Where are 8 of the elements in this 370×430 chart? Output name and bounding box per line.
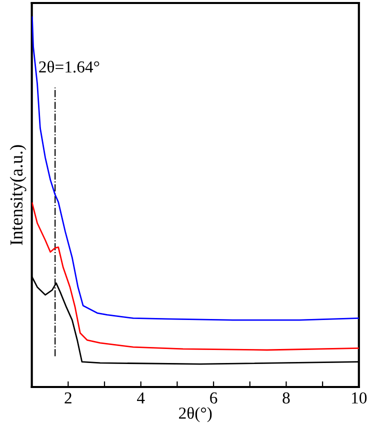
x-axis-title: 2θ(°) (179, 406, 212, 422)
x-tick-label: 6 (210, 392, 218, 404)
x-tick-label: 2 (64, 392, 72, 404)
x-tick-label: 10 (352, 392, 367, 404)
ref-line-label: 2θ=1.64° (39, 60, 100, 73)
y-axis-title: Intensity(a.u.) (10, 145, 26, 245)
x-tick-label: 4 (137, 392, 145, 404)
x-tick-label: 8 (282, 392, 290, 404)
